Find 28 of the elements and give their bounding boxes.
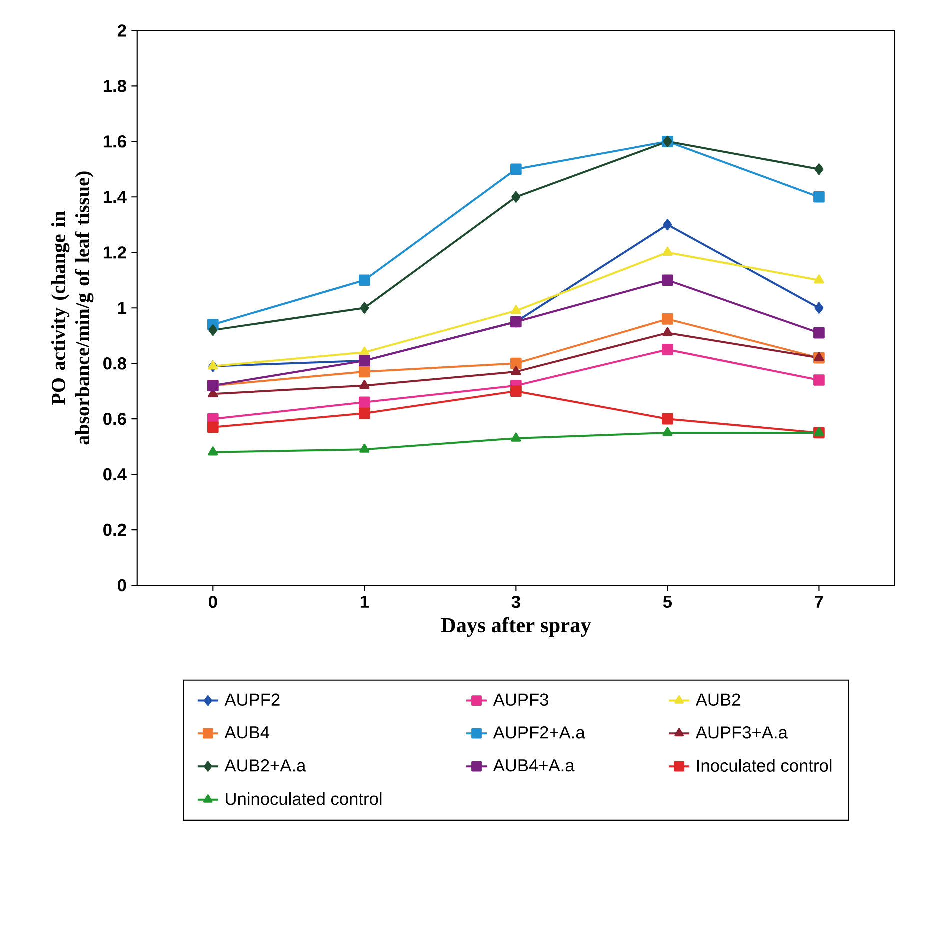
y-tick-label: 0.8: [104, 357, 126, 370]
legend-label: AUPF3: [493, 694, 548, 706]
y-tick-label: 2: [118, 24, 126, 37]
y-tick-label: 0.4: [104, 468, 127, 481]
legend-label: AUPF3+A.a: [696, 726, 788, 739]
legend-label: AUPF2+A.a: [493, 726, 586, 739]
y-tick-label: 0.6: [104, 412, 126, 426]
legend-label: AUB2+A.a: [224, 759, 306, 772]
y-tick-label: 1.6: [104, 135, 126, 148]
x-tick-label: 3: [512, 596, 520, 608]
x-tick-label: 1: [360, 596, 369, 608]
legend-label: Uninoculated control: [226, 792, 382, 806]
x-axis-title: Days after spray: [441, 617, 592, 637]
legend-label: AUB4: [224, 726, 270, 739]
y-axis-title: PO activity (change in absorbance/min/g of leaf tissue): [51, 172, 94, 445]
x-tick-label: 7: [815, 596, 824, 608]
y-tick-label: 1: [118, 302, 126, 314]
legend-label: Inoculated control: [698, 759, 832, 772]
y-tick-label: 0.2: [104, 524, 126, 536]
x-tick-label: 0: [209, 596, 218, 608]
legend-label: AUB2: [696, 694, 740, 706]
y-tick-label: 1.4: [104, 191, 127, 203]
y-tick-label: 0: [118, 579, 126, 592]
y-tick-label: 1.2: [104, 246, 126, 259]
legend-label: AUPF2: [224, 694, 280, 706]
y-tick-label: 1.8: [104, 80, 126, 92]
legend-label: AUB4+A.a: [493, 759, 575, 772]
x-tick-label: 5: [663, 596, 672, 608]
